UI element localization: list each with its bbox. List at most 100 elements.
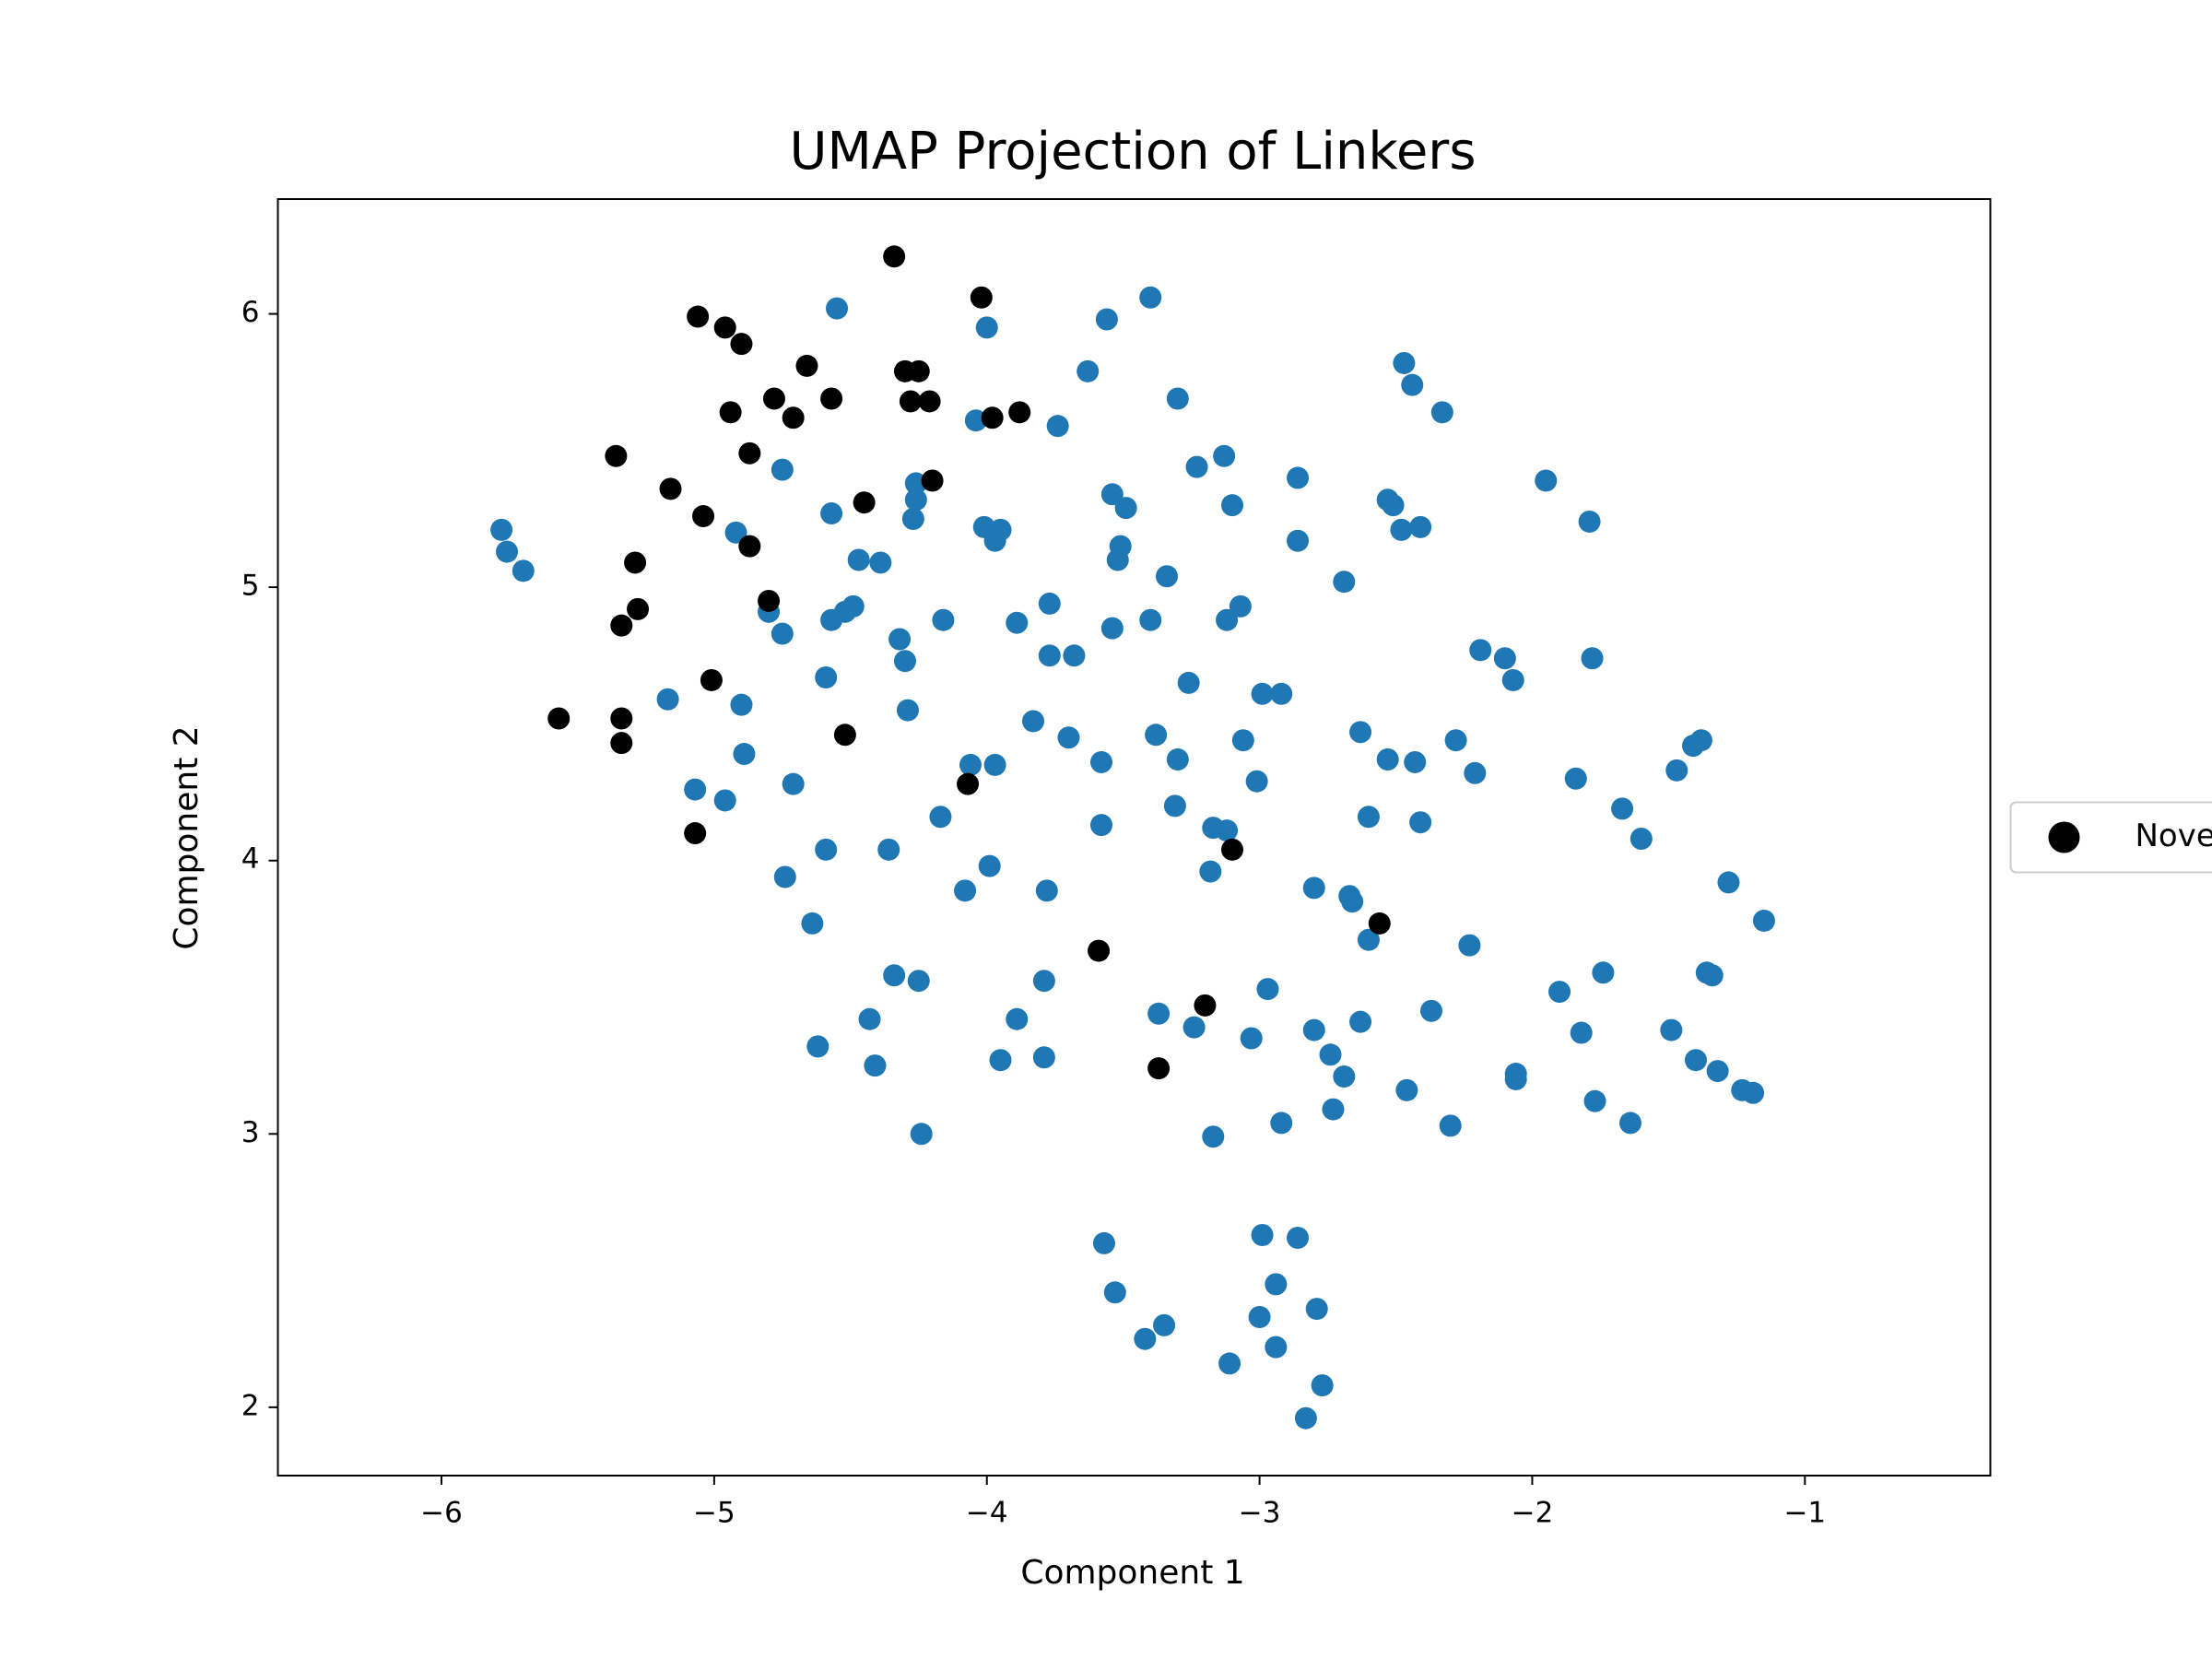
point: [1229, 594, 1252, 618]
point: [1194, 994, 1217, 1017]
point: [904, 488, 927, 512]
point: [1357, 806, 1380, 829]
point: [1213, 444, 1236, 467]
point: [1618, 1112, 1641, 1135]
point: [1216, 819, 1239, 842]
point: [853, 491, 876, 514]
point: [656, 688, 679, 711]
legend-label: Nove: [2136, 818, 2212, 854]
x-axis-label: Component 1: [1020, 1554, 1244, 1592]
point: [1581, 647, 1604, 670]
point: [864, 1054, 887, 1077]
point: [1270, 682, 1293, 705]
point: [1742, 1081, 1765, 1104]
y-tick-label: 2: [241, 1389, 260, 1422]
point: [1311, 1374, 1334, 1397]
point: [1333, 571, 1356, 594]
point: [978, 854, 1001, 877]
point: [610, 614, 633, 637]
x-tick-label: −2: [1512, 1497, 1554, 1530]
point: [1287, 466, 1310, 489]
point: [1660, 1018, 1683, 1041]
x-tick-label: −4: [966, 1497, 1008, 1530]
point: [1166, 747, 1189, 771]
point: [989, 1049, 1012, 1072]
point: [730, 693, 753, 716]
point: [547, 707, 571, 730]
point: [1592, 961, 1615, 984]
point: [1218, 1352, 1241, 1375]
point: [1035, 879, 1058, 902]
point: [815, 838, 838, 861]
legend-box: [2009, 801, 2212, 874]
point: [1319, 1043, 1342, 1066]
point: [833, 724, 856, 747]
point: [1401, 373, 1424, 396]
point: [1185, 455, 1208, 478]
y-tick-label: 5: [241, 570, 260, 603]
point: [1665, 759, 1688, 782]
point: [758, 589, 781, 612]
point: [1501, 668, 1524, 691]
point: [1444, 729, 1467, 752]
point: [1458, 934, 1481, 957]
point: [1493, 647, 1516, 670]
point: [1114, 497, 1137, 520]
point: [983, 753, 1006, 776]
point: [1100, 483, 1124, 506]
point: [932, 608, 955, 631]
point: [1153, 1313, 1176, 1336]
point: [847, 548, 870, 571]
point: [738, 441, 761, 465]
point: [1333, 1065, 1356, 1088]
point: [869, 551, 892, 574]
point: [1245, 770, 1268, 793]
point: [1248, 1305, 1271, 1328]
point: [921, 469, 944, 492]
y-tick-label: 4: [241, 842, 260, 876]
point: [1145, 724, 1168, 747]
point: [1106, 548, 1129, 571]
point: [1046, 415, 1069, 438]
point: [1199, 860, 1222, 883]
point: [981, 406, 1004, 429]
point: [896, 699, 919, 722]
point: [907, 359, 930, 382]
point: [687, 305, 710, 328]
point: [1006, 611, 1029, 634]
point: [1092, 1231, 1115, 1254]
point: [692, 505, 715, 528]
point: [1349, 721, 1372, 744]
point: [1008, 401, 1031, 424]
point: [1287, 529, 1310, 552]
point: [730, 333, 753, 356]
point: [1095, 308, 1118, 331]
point: [773, 865, 796, 888]
point: [627, 597, 650, 620]
point: [1251, 1224, 1274, 1247]
point: [700, 668, 723, 691]
point: [1147, 1057, 1171, 1080]
point: [1578, 510, 1601, 533]
point: [858, 1007, 881, 1030]
point: [1357, 928, 1380, 951]
point: [964, 409, 987, 432]
point: [1294, 1406, 1317, 1430]
point: [1464, 761, 1487, 784]
point: [975, 316, 998, 339]
point: [1393, 351, 1416, 374]
point: [1032, 970, 1055, 993]
point: [1535, 469, 1558, 492]
point: [1419, 999, 1442, 1022]
point: [801, 912, 824, 935]
point: [1057, 726, 1080, 749]
point: [684, 822, 707, 845]
point: [910, 1123, 933, 1146]
y-axis-label: Component 2: [168, 725, 206, 949]
point: [1548, 981, 1571, 1004]
point: [893, 650, 916, 673]
point: [883, 964, 906, 987]
point: [1216, 608, 1239, 631]
point: [496, 540, 519, 563]
